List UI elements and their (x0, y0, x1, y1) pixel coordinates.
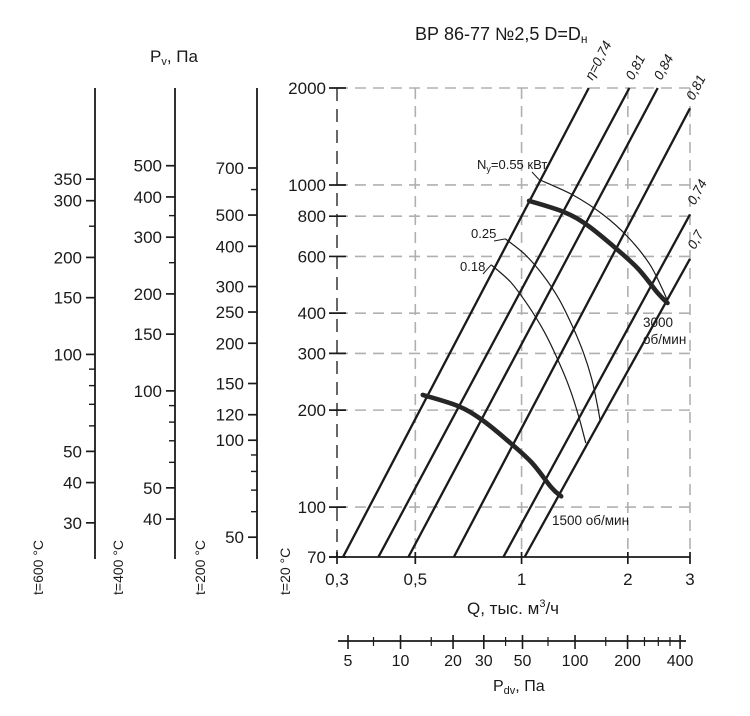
scale-title: t=400 °C (110, 540, 126, 595)
scale-tick-label: 100 (134, 382, 162, 401)
power-curve-label: 0.25 (471, 226, 496, 241)
power-curves: Nу=0.55 кВт 0.25 0.18 (460, 157, 669, 444)
q-axis: 0,3 0,5 1 2 3 Q, тыс. м3/ч (325, 552, 695, 618)
power-label-leader (531, 171, 540, 180)
scale-tick-label: 500 (134, 157, 162, 176)
scale-title-t20: t=20 °C (277, 548, 293, 595)
scale-tick-label: 400 (216, 237, 244, 256)
pdv-tick-label: 30 (475, 653, 493, 670)
power-curve (538, 178, 669, 303)
power-curve (505, 238, 601, 422)
efficiency-label: 0,7 (684, 227, 706, 251)
fan-curves: 3000 об/мин 1500 об/мин (420, 198, 686, 528)
efficiency-line (341, 87, 590, 558)
scale-tick-label: 500 (216, 206, 244, 225)
scale-tick-label: 40 (63, 474, 82, 493)
q-axis-tick-label: 0,5 (403, 570, 427, 589)
efficiency-line (502, 213, 692, 558)
pdv-tick-label: 5 (344, 653, 353, 670)
scale-tick-label: 100 (54, 345, 82, 364)
scale-tick-label: 50 (143, 479, 162, 498)
pdv-tick-label: 50 (514, 653, 532, 670)
scale-tick-label: 150 (54, 289, 82, 308)
pressure-scale-200: 700 500 400 300 250 200 150 120 100 50 t=200 °C (192, 88, 258, 595)
scale-tick-label: 300 (134, 228, 162, 247)
efficiency-label: 0,81 (683, 72, 709, 102)
scale-tick-label: 300 (216, 278, 244, 297)
efficiency-line (452, 107, 692, 558)
pdv-axis: 5 10 20 30 50 100 200 400 Pdv, Па (338, 635, 694, 697)
pressure-scale-600: 350 300 200 150 100 50 40 30 t=600 °C (30, 88, 96, 595)
scale-tick-label: 150 (134, 325, 162, 344)
scale-title: t=600 °C (30, 540, 46, 595)
q-axis-tick-label: 0,3 (325, 570, 349, 589)
scale-tick-label: 200 (134, 285, 162, 304)
main-axis-tick-label: 1000 (288, 176, 326, 195)
power-curve-label: Nу=0.55 кВт (477, 157, 547, 174)
power-label-leader (493, 238, 506, 242)
efficiency-line (377, 87, 631, 558)
scale-tick-label: 200 (54, 248, 82, 267)
pdv-tick-label: 100 (562, 653, 589, 670)
scale-tick-label: 300 (54, 192, 82, 211)
pressure-scale-400: 500 400 300 200 150 100 50 40 t=400 °C (110, 88, 176, 595)
main-axis-tick-label: 400 (298, 304, 326, 323)
scale-tick-label: 50 (225, 528, 244, 547)
power-curve-label: 0.18 (460, 259, 485, 274)
fan-curve-3000-label: 3000 (643, 315, 673, 330)
scale-tick-label: 400 (134, 188, 162, 207)
q-axis-tick-label: 1 (517, 570, 526, 589)
power-curve (490, 264, 587, 444)
main-axis-tick-label: 200 (298, 401, 326, 420)
scale-tick-label: 200 (216, 334, 244, 353)
main-axis-tick-label: 2000 (288, 79, 326, 98)
gridlines (337, 87, 691, 557)
scale-tick-label: 700 (216, 159, 244, 178)
scale-tick-label: 120 (216, 406, 244, 425)
pdv-tick-label: 20 (444, 653, 462, 670)
efficiency-lines: η=0,74 0,81 0,840,810,740,7 (341, 38, 710, 558)
q-axis-tick-label: 3 (685, 570, 694, 589)
main-axis-tick-label: 70 (307, 548, 326, 567)
main-axis-tick-label: 600 (298, 247, 326, 266)
scale-tick-label: 50 (63, 442, 82, 461)
main-axis-tick-label: 300 (298, 344, 326, 363)
pdv-tick-label: 200 (614, 653, 641, 670)
pv-title: Pv, Па (150, 47, 199, 68)
efficiency-label: 0,84 (651, 52, 677, 82)
power-label-leader (482, 264, 492, 275)
efficiency-label: 0,74 (684, 177, 710, 207)
efficiency-line (407, 87, 659, 558)
scale-tick-label: 250 (216, 303, 244, 322)
q-axis-tick-label: 2 (623, 570, 632, 589)
efficiency-label: 0,81 (623, 52, 649, 82)
scale-tick-label: 150 (216, 375, 244, 394)
fan-curve-3000rpm (526, 198, 670, 306)
scale-tick-label: 350 (54, 170, 82, 189)
fan-curve-1500-label: 1500 об/мин (552, 513, 629, 528)
pv-axis-title: Pv, Па (150, 47, 199, 68)
pdv-tick-label: 400 (667, 653, 694, 670)
chart-title-text: ВР 86-77 №2,5 D=Dн (415, 24, 588, 46)
pdv-tick-label: 10 (392, 653, 410, 670)
chart-title: ВР 86-77 №2,5 D=Dн (415, 24, 588, 46)
q-axis-title: Q, тыс. м3/ч (467, 598, 559, 618)
pdv-axis-title: Pdv, Па (493, 678, 545, 697)
fan-curve-1500rpm (420, 392, 564, 499)
scale-tick-label: 40 (143, 510, 162, 529)
main-axis-tick-label: 800 (298, 207, 326, 226)
fan-curve-3000-label-2: об/мин (643, 332, 686, 347)
scale-tick-label: 30 (63, 514, 82, 533)
scale-tick-label: 100 (216, 431, 244, 450)
main-axis-tick-label: 100 (298, 498, 326, 517)
efficiency-line (523, 258, 692, 558)
scale-title: t=200 °C (192, 540, 208, 595)
main-pressure-axis: 2000 1000 800 600 400 300 200 100 70 t=20 °C (277, 79, 346, 595)
